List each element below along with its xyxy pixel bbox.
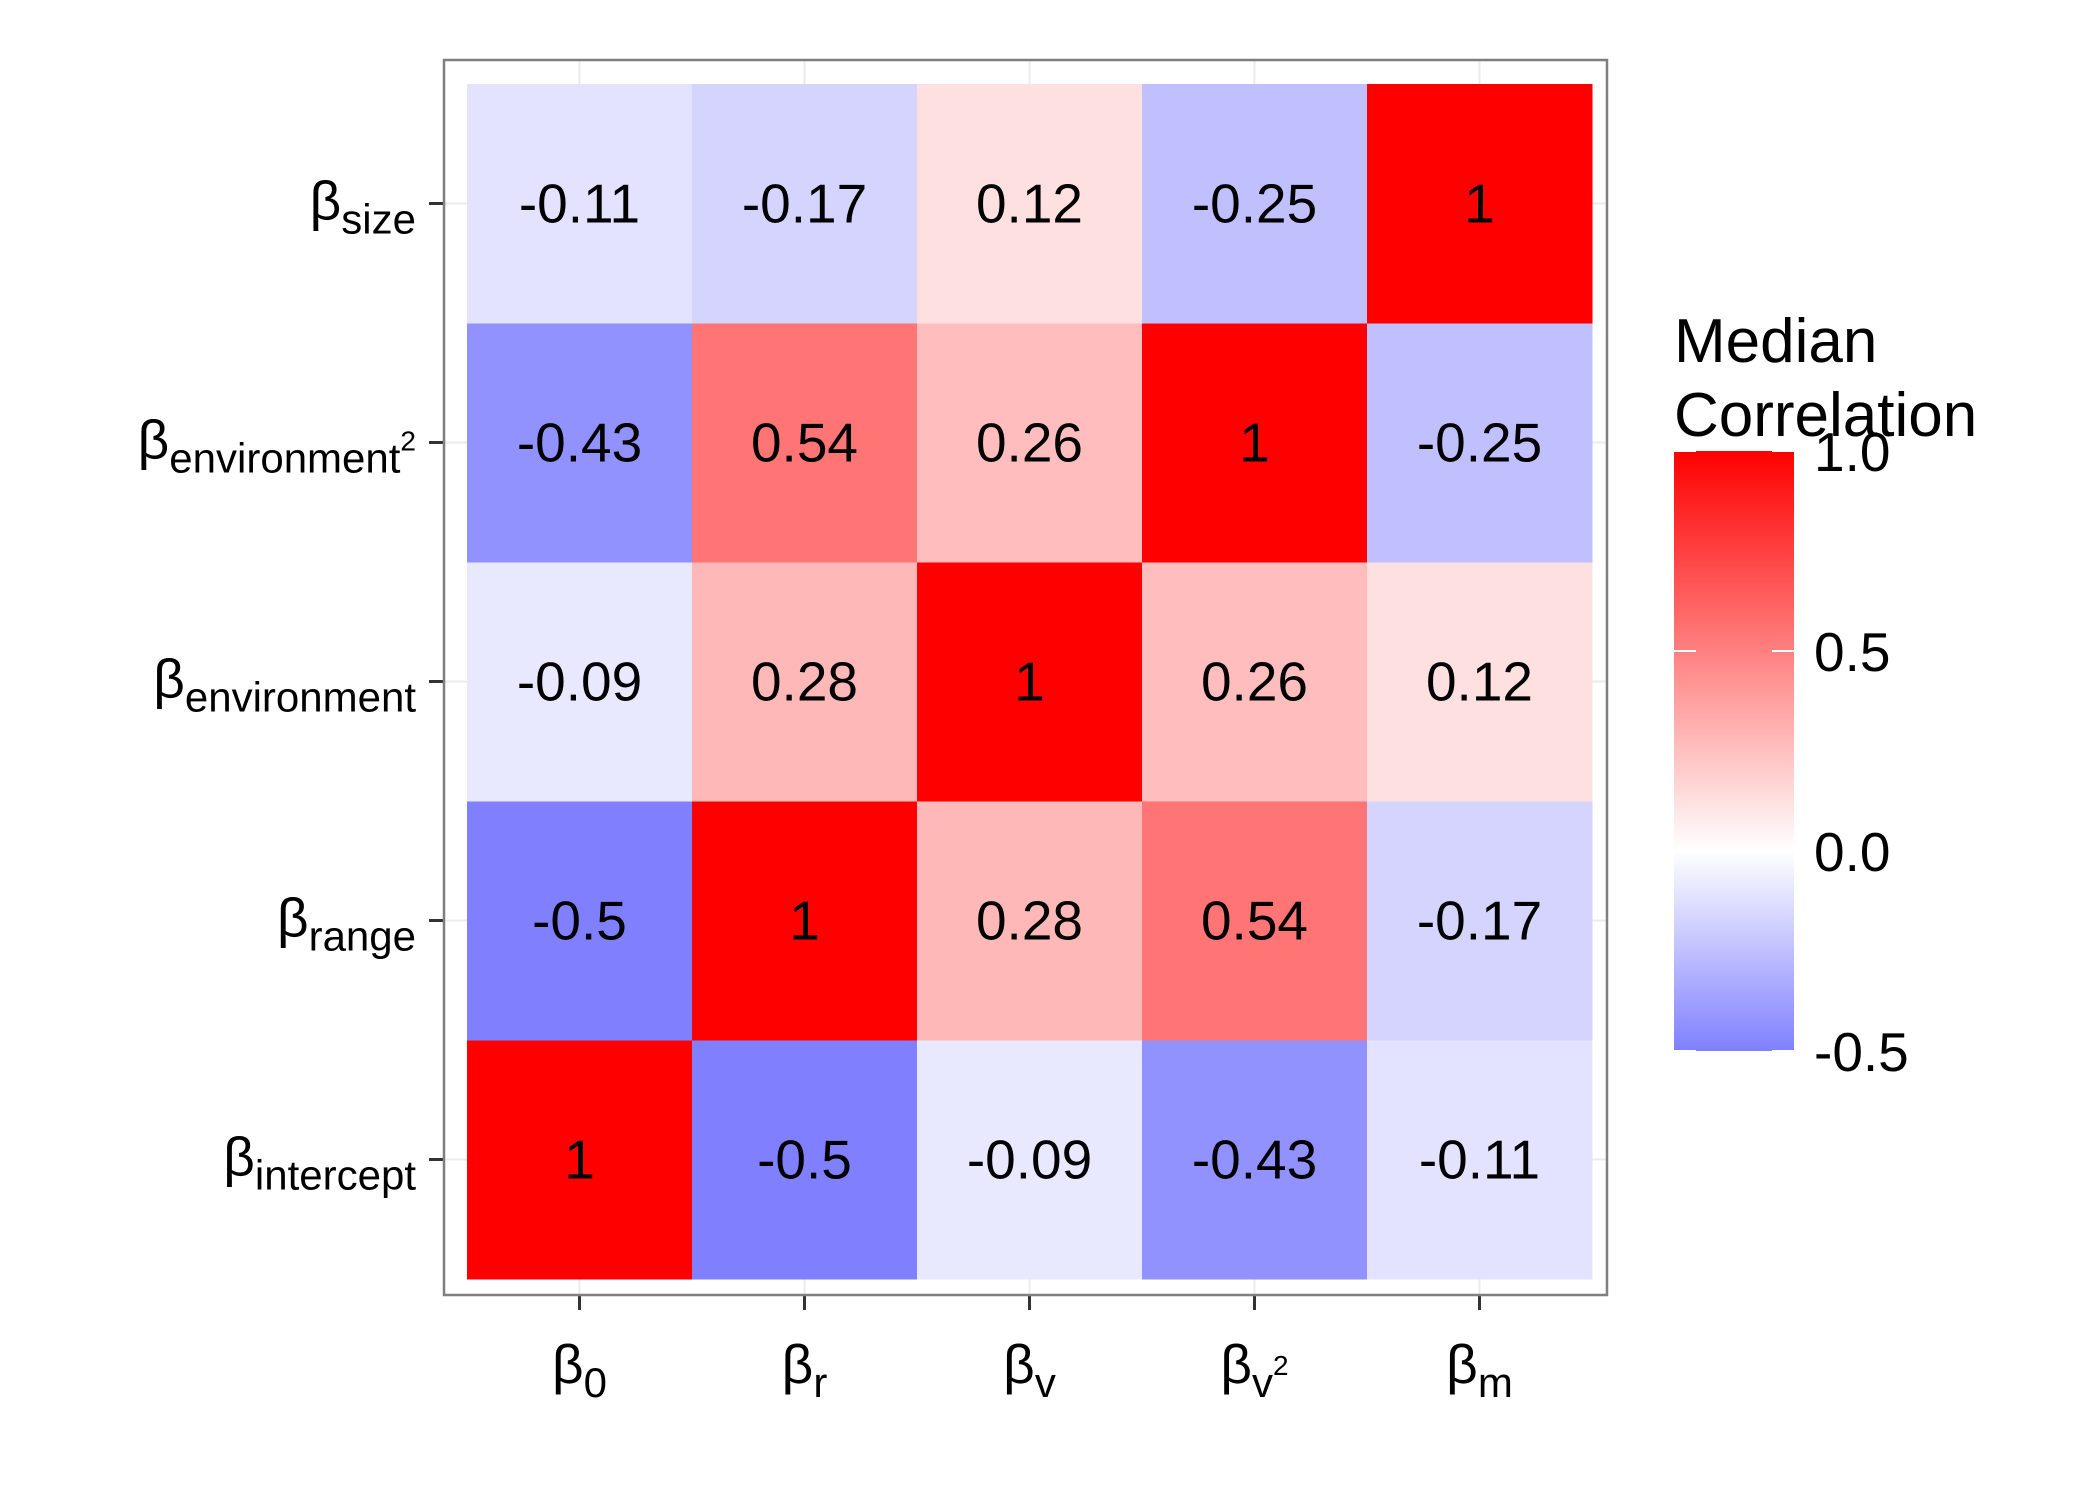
heatmap-cell (467, 562, 693, 802)
heatmap-cell (467, 323, 693, 563)
y-tick-label: βrange (277, 887, 416, 960)
cell-value-label: -0.43 (517, 412, 642, 474)
heatmap-cell (1367, 801, 1593, 1041)
cell-value-label: -0.5 (757, 1129, 852, 1191)
cell-value-label: 1 (1014, 651, 1045, 713)
cell-labels: 1 -0.5 -0.09 -0.43 -0.11 -0.5 1 0.28 0.54 -0.17 -0… (517, 173, 1542, 1191)
heatmap-cell (917, 562, 1143, 802)
cell-value-label: 0.26 (976, 412, 1083, 474)
heatmap-cell (917, 801, 1143, 1041)
legend-tick-label: -0.5 (1814, 1021, 1909, 1083)
cell-value-label: 0.12 (1426, 651, 1533, 713)
y-axis: βintercept βrange βenvironment βenvironment… (138, 170, 444, 1199)
cell-value-label: -0.17 (742, 173, 867, 235)
heatmap-cell (1142, 562, 1368, 802)
cell-value-label: -0.11 (1419, 1129, 1540, 1191)
x-axis: β0 βr βv βv2 βm (552, 1295, 1513, 1406)
heatmap-cell (692, 801, 918, 1041)
panel-border (442, 58, 1609, 1297)
y-tick-label: βintercept (223, 1126, 416, 1199)
y-tick-label: βenvironment2 (138, 409, 416, 482)
cell-value-label: 1 (1464, 173, 1495, 235)
cell-value-label: 0.12 (976, 173, 1083, 235)
cell-value-label: 0.54 (1201, 890, 1308, 952)
cell-value-label: -0.09 (967, 1129, 1092, 1191)
heatmap-cell (467, 801, 693, 1041)
cell-value-label: 0.54 (751, 412, 858, 474)
cell-value-label: 1 (1239, 412, 1270, 474)
x-tick-label: βv2 (1220, 1333, 1288, 1406)
heatmap-cell (1367, 323, 1593, 563)
cell-value-label: 0.26 (1201, 651, 1308, 713)
legend-tick-label: 1.0 (1814, 421, 1890, 483)
cell-value-label: -0.11 (519, 173, 640, 235)
heatmap-cell (467, 84, 693, 324)
heatmap-cell (1367, 84, 1593, 324)
heatmap-cell (1367, 1040, 1593, 1280)
heatmap-cell (917, 84, 1143, 324)
x-tick-label: βv (1003, 1333, 1056, 1406)
heatmap-cells (467, 84, 1593, 1280)
y-tick-label: βenvironment (153, 648, 416, 721)
heatmap-cell (692, 323, 918, 563)
heatmap-cell (1142, 323, 1368, 563)
legend-title-line: Median (1674, 307, 1877, 376)
legend-tick-label: 0.0 (1814, 821, 1890, 883)
heatmap-cell (467, 1040, 693, 1280)
heatmap-cell (917, 1040, 1143, 1280)
cell-value-label: -0.25 (1417, 412, 1542, 474)
cell-value-label: 0.28 (751, 651, 858, 713)
heatmap-cell (1142, 84, 1368, 324)
cell-value-label: -0.25 (1192, 173, 1317, 235)
x-tick-label: β0 (552, 1333, 607, 1406)
heatmap-cell (692, 1040, 918, 1280)
heatmap-cell (917, 323, 1143, 563)
y-tick-label: βsize (310, 170, 416, 243)
cell-value-label: -0.09 (517, 651, 642, 713)
heatmap-cell (1142, 801, 1368, 1041)
heatmap-cell (1142, 1040, 1368, 1280)
cell-value-label: 1 (564, 1129, 595, 1191)
legend-color-bar (1674, 451, 1794, 1051)
legend-tick-label: 0.5 (1814, 621, 1890, 683)
legend-title-line: Correlation (1674, 381, 1977, 450)
cell-value-label: 1 (789, 890, 820, 952)
cell-value-label: -0.43 (1192, 1129, 1317, 1191)
cell-value-label: -0.5 (532, 890, 627, 952)
cell-value-label: 0.28 (976, 890, 1083, 952)
heatmap-cell (692, 562, 918, 802)
x-tick-label: βm (1446, 1333, 1513, 1406)
x-tick-label: βr (782, 1333, 828, 1406)
heatmap-cell (692, 84, 918, 324)
heatmap-cell (1367, 562, 1593, 802)
cell-value-label: -0.17 (1417, 890, 1542, 952)
